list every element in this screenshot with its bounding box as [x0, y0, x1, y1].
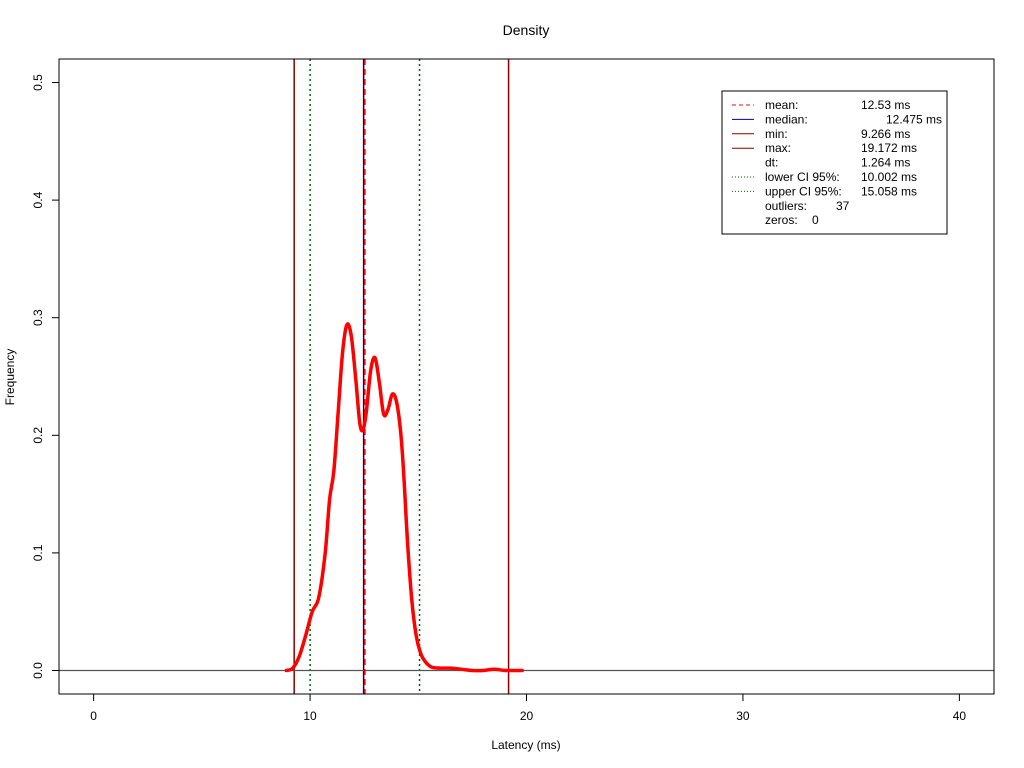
legend-box — [721, 90, 948, 235]
legend-key: min: — [765, 127, 788, 141]
legend-key: outliers: — [765, 199, 807, 213]
legend-value: 19.172 ms — [861, 141, 917, 155]
legend: mean: 12.53 ms median: 12.475 ms min: 9.266 m… — [721, 90, 948, 235]
y-tick-label: 0.0 — [31, 662, 45, 679]
legend-value: 12.475 ms — [886, 112, 942, 126]
y-tick-label: 0.1 — [31, 544, 45, 561]
y-axis: 0.0 0.1 0.2 0.3 0.4 0.5 — [31, 74, 60, 679]
y-axis-label: Frequency — [3, 349, 17, 406]
x-tick-label: 0 — [90, 709, 97, 723]
y-tick-label: 0.5 — [31, 74, 45, 91]
reference-lines — [59, 59, 994, 694]
legend-key: median: — [765, 112, 808, 126]
legend-key: mean: — [765, 98, 798, 112]
legend-value: 1.264 ms — [861, 156, 910, 170]
legend-value: 9.266 ms — [861, 127, 910, 141]
legend-value: 10.002 ms — [861, 170, 917, 184]
x-tick-label: 20 — [520, 709, 534, 723]
y-tick-label: 0.2 — [31, 427, 45, 444]
legend-value: 37 — [836, 199, 850, 213]
legend-key: zeros: — [765, 213, 798, 227]
density-series — [284, 322, 524, 673]
x-tick-label: 10 — [303, 709, 317, 723]
density-line — [284, 322, 524, 673]
legend-key: upper CI 95%: — [765, 184, 842, 198]
chart-title: Density — [503, 22, 550, 38]
legend-value: 12.53 ms — [861, 98, 910, 112]
y-tick-label: 0.4 — [31, 191, 45, 208]
legend-value: 0 — [812, 213, 819, 227]
legend-key: dt: — [765, 156, 778, 170]
legend-key: lower CI 95%: — [765, 170, 840, 184]
x-axis: 0 10 20 30 40 — [90, 693, 967, 723]
legend-key: max: — [765, 141, 791, 155]
y-tick-label: 0.3 — [31, 309, 45, 326]
x-axis-label: Latency (ms) — [491, 738, 560, 752]
x-tick-label: 30 — [736, 709, 750, 723]
x-tick-label: 40 — [953, 709, 967, 723]
legend-value: 15.058 ms — [861, 184, 917, 198]
